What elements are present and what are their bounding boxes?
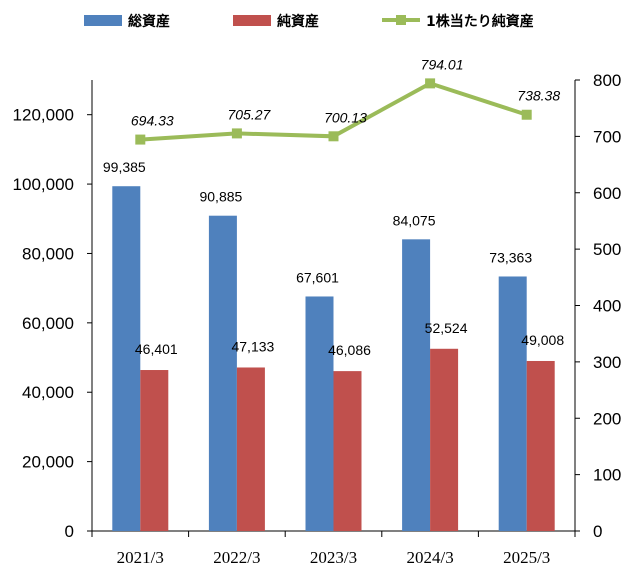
bar-total-assets [112, 186, 141, 531]
right-tick-label: 700 [593, 127, 621, 146]
legend: 総資産 純資産 1株当たり純資産 [84, 13, 534, 30]
legend-marker [396, 15, 406, 25]
bvps-marker [231, 128, 242, 139]
right-tick-label: 800 [593, 71, 621, 90]
bar-value-label: 47,133 [231, 338, 274, 354]
legend-bvps: 1株当たり純資産 [382, 13, 534, 30]
legend-swatch [233, 15, 271, 26]
category-label: 2021/3 [117, 548, 164, 567]
line-value-label: 700.13 [324, 109, 367, 125]
left-tick-label: 40,000 [22, 383, 74, 402]
bar-value-label: 73,363 [489, 249, 532, 265]
bar-value-label: 52,524 [425, 320, 468, 336]
bar-net-assets [430, 348, 459, 531]
bvps-marker [425, 78, 436, 89]
bar-total-assets [498, 276, 527, 531]
legend-total-assets: 総資産 [84, 13, 170, 30]
bvps-marker [328, 131, 339, 142]
bar-total-assets [402, 239, 431, 532]
bar-value-label: 49,008 [521, 332, 564, 348]
category-label: 2024/3 [406, 548, 453, 567]
bar-value-label: 46,086 [328, 342, 371, 358]
bar-total-assets [208, 215, 237, 531]
line-value-label: 738.38 [517, 88, 560, 104]
right-tick-label: 500 [593, 240, 621, 259]
right-tick-label: 600 [593, 184, 621, 203]
line-value-label: 705.27 [227, 106, 271, 122]
left-tick-label: 80,000 [22, 244, 74, 263]
legend-label: 総資産 [128, 13, 170, 30]
left-tick-label: 60,000 [22, 314, 74, 333]
bars [112, 186, 555, 532]
left-tick-label: 120,000 [13, 106, 74, 125]
legend-label: 1株当たり純資産 [426, 13, 534, 30]
bar-value-label: 99,385 [103, 159, 146, 175]
bar-net-assets [140, 370, 169, 531]
bar-total-assets [305, 296, 334, 531]
bar-value-label: 67,601 [296, 269, 339, 285]
data-labels: 99,385 90,885 67,601 84,075 73,363 46,401 47,1… [103, 56, 564, 358]
legend-label: 純資産 [277, 13, 319, 30]
right-tick-label: 300 [593, 353, 621, 372]
right-tick-label: 200 [593, 409, 621, 428]
right-tick-label: 400 [593, 297, 621, 316]
right-tick-label: 0 [593, 522, 602, 541]
legend-swatch [84, 15, 122, 26]
line-series [135, 78, 532, 145]
line-value-label: 794.01 [421, 56, 464, 72]
bar-net-assets [236, 367, 265, 531]
bvps-marker [521, 109, 532, 120]
line-value-label: 694.33 [131, 113, 174, 129]
category-label: 2025/3 [503, 548, 550, 567]
right-tick-label: 100 [593, 466, 621, 485]
bar-net-assets [526, 360, 555, 531]
left-tick-label: 20,000 [22, 453, 74, 472]
bar-net-assets [333, 371, 362, 531]
left-tick-label: 100,000 [13, 175, 74, 194]
bvps-marker [135, 134, 146, 145]
bar-value-label: 46,401 [135, 341, 178, 357]
axes: 0 20,000 40,000 60,000 80,000 100,000 120,000 0… [13, 71, 622, 567]
bar-value-label: 90,885 [199, 189, 242, 205]
legend-net-assets: 純資産 [233, 13, 319, 30]
category-label: 2023/3 [310, 548, 357, 567]
category-label: 2022/3 [213, 548, 260, 567]
bar-value-label: 84,075 [393, 212, 436, 228]
left-tick-label: 0 [65, 522, 74, 541]
